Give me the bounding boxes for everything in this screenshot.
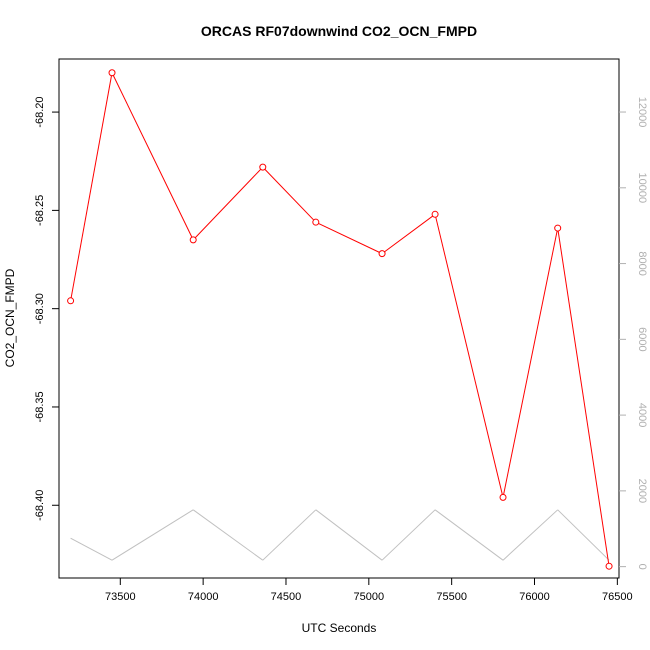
x-tick-label: 76000 [519,591,550,603]
series-1-segment [381,213,436,255]
series-1-point [67,297,75,305]
y-tick-label: -68.30 [34,293,46,324]
series-1-point [189,236,197,244]
series-2-segment [70,537,113,561]
y2-tick-label: 6000 [636,327,648,351]
series-1-point [431,210,439,218]
series-1-point [499,493,507,501]
series-2-segment [192,509,264,561]
plot-area [58,58,620,579]
series-2-segment [111,509,194,561]
series-2-segment [315,509,383,561]
chart-title: ORCAS RF07downwind CO2_OCN_FMPD [201,23,477,39]
series-1-segment [111,72,194,241]
x-axis-label: UTC Seconds [302,621,377,635]
series-1-segment [262,166,317,223]
y2-tick-label: 0 [636,564,648,570]
y2-tick-label: 12000 [636,97,648,128]
y-axis-right: 0 2000 4000 6000 8000 10000 12000 [619,97,648,570]
x-tick-label: 75000 [354,591,385,603]
x-tick-label: 74000 [188,591,219,603]
series-1-point [605,562,613,570]
series-1-segment [502,227,559,498]
x-tick-label: 76500 [602,591,633,603]
series-1-point [312,218,320,226]
series-layer [67,69,613,570]
y2-tick-label: 8000 [636,251,648,275]
y-tick-label: -68.20 [34,96,46,127]
x-axis: 73500 74000 74500 75000 75500 76000 76500 [105,578,633,603]
y-tick-label: -68.25 [34,195,46,226]
y2-tick-label: 4000 [636,403,648,427]
x-tick-label: 74500 [271,591,302,603]
series-1-segment [434,214,504,498]
y-axis-label: CO2_OCN_FMPD [3,268,17,367]
series-2-segment [557,509,610,561]
series-1-point [108,69,116,77]
series-2-segment [434,509,504,561]
series-2-segment [262,509,317,561]
series-1-point [378,250,386,258]
series-2-segment [381,509,436,561]
y-tick-label: -68.35 [34,391,46,422]
series-1-segment [557,227,610,567]
x-tick-label: 73500 [105,591,136,603]
series-1-point [259,163,267,171]
x-tick-label: 75500 [436,591,467,603]
y2-tick-label: 10000 [636,173,648,204]
y-tick-label: -68.40 [34,490,46,521]
series-1-segment [70,72,113,301]
y-axis-left: -68.20 -68.25 -68.30 -68.35 -68.40 [34,96,59,521]
y2-tick-label: 2000 [636,479,648,503]
series-2-segment [502,509,559,561]
series-1-point [554,224,562,232]
series-1-segment [192,166,264,241]
series-1-segment [315,221,383,255]
